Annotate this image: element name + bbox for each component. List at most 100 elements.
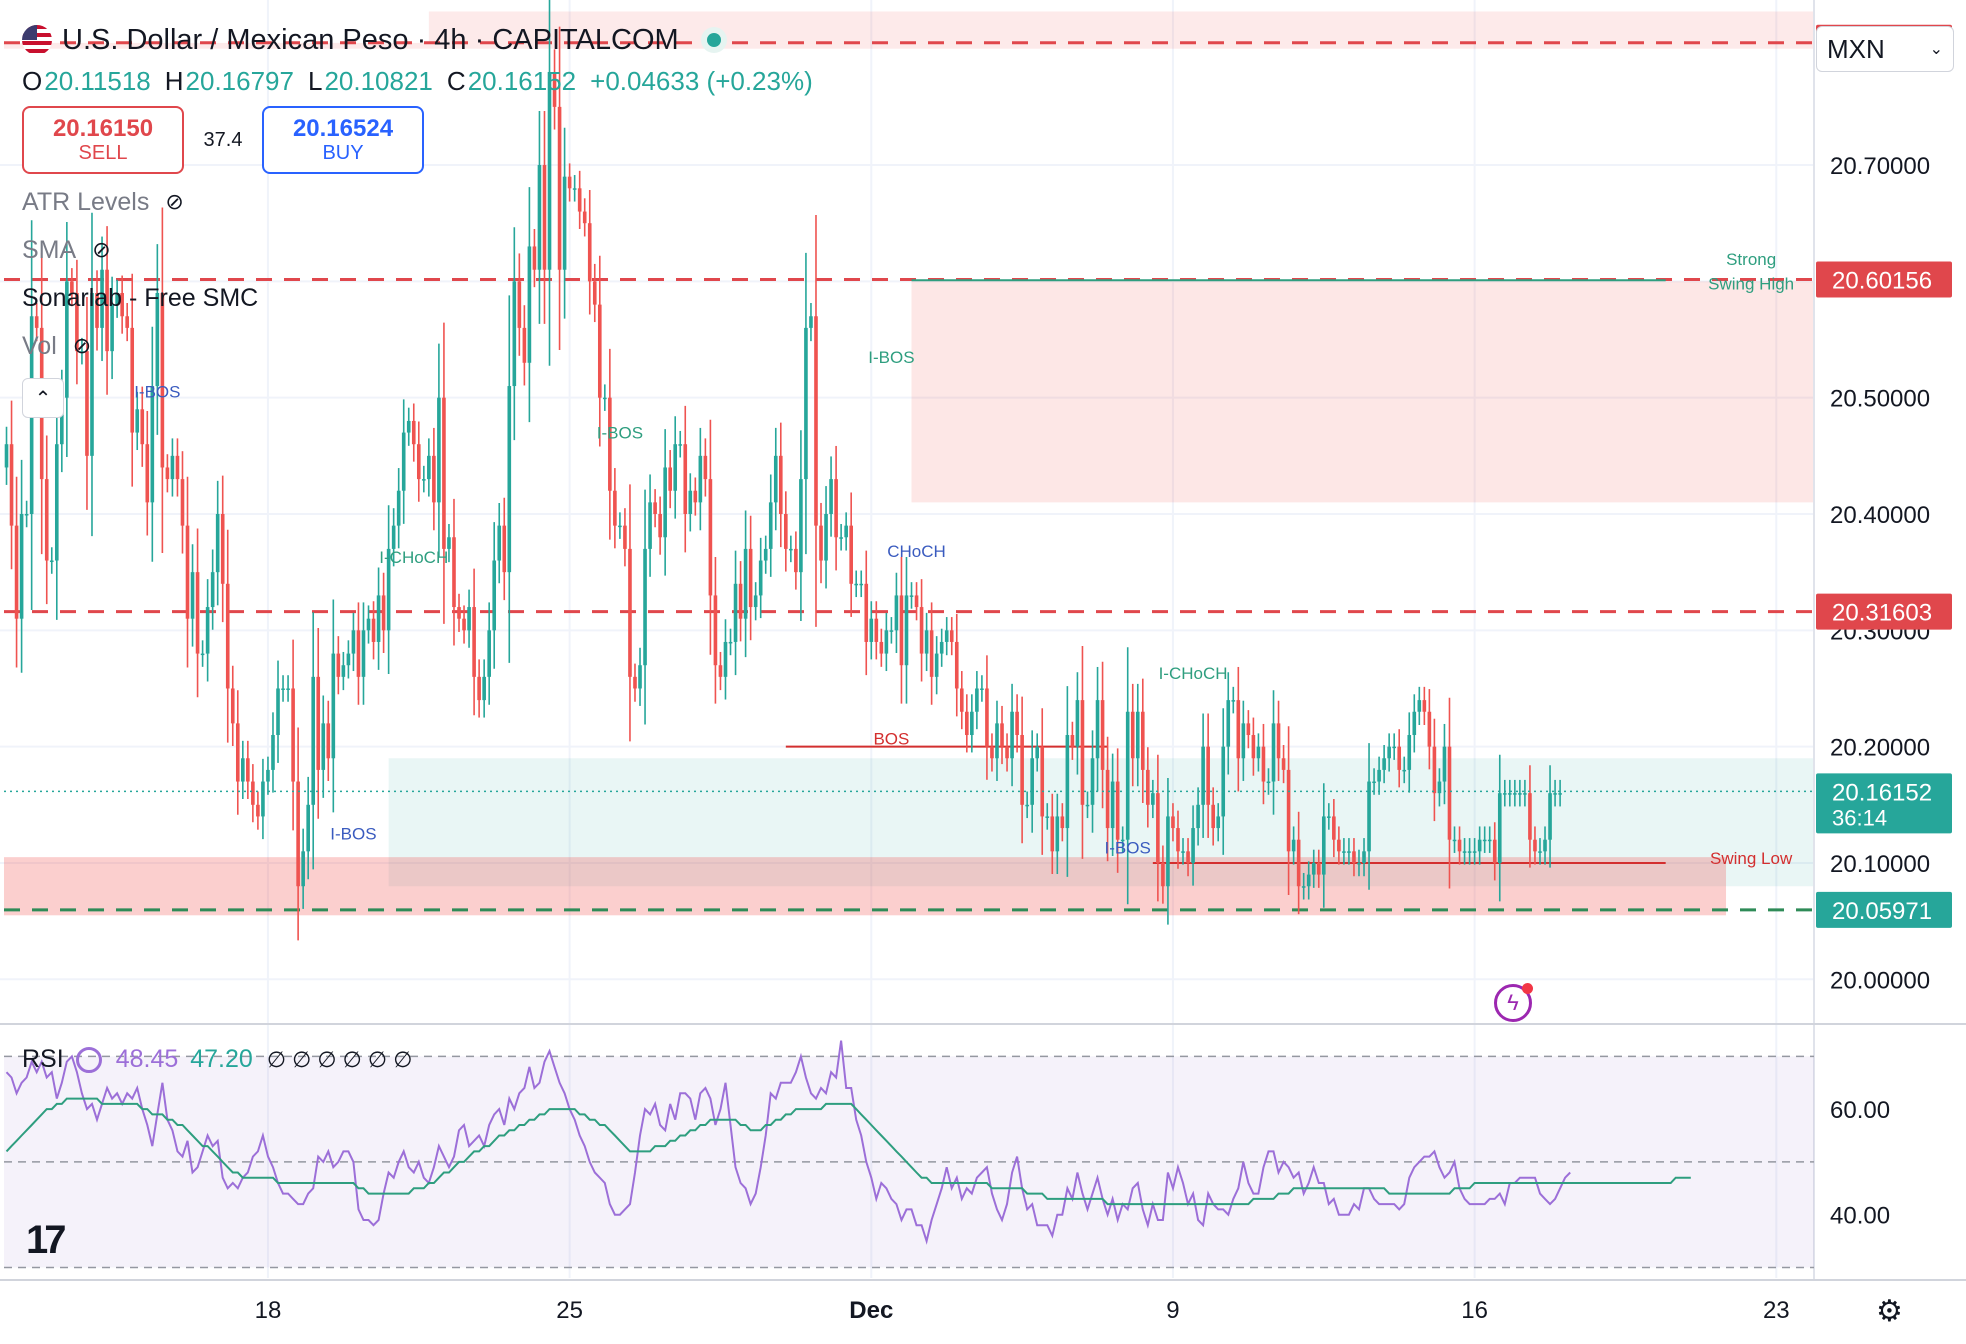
candle-body	[728, 641, 733, 644]
eye-hidden-icon[interactable]: ⊘	[165, 189, 184, 214]
high-value: 20.16797	[185, 65, 294, 96]
sell-button[interactable]: 20.16150 SELL	[22, 106, 184, 174]
candle-body	[34, 316, 39, 328]
candle-body	[301, 851, 305, 887]
candle-body	[562, 176, 567, 270]
candle-body	[205, 607, 210, 654]
candle-body	[733, 583, 738, 642]
candle-body	[884, 630, 889, 654]
price-label-badge	[1816, 261, 1952, 298]
candle-body	[1146, 769, 1150, 805]
candle-body	[658, 514, 662, 538]
candle-body	[527, 246, 532, 363]
candle-body	[1412, 711, 1417, 736]
candle-body	[517, 281, 522, 328]
candle-body	[472, 607, 476, 677]
candle-body	[572, 188, 577, 190]
candle-body	[1226, 700, 1231, 747]
market-open-icon	[706, 33, 721, 47]
candle-body	[1311, 862, 1316, 875]
candle-body	[753, 595, 758, 608]
candle-body	[497, 525, 502, 561]
candle-body	[482, 676, 486, 701]
structure-label: I-BOS	[330, 825, 376, 844]
candle-body	[1045, 816, 1050, 818]
candle-body	[356, 630, 361, 677]
candle-body	[100, 269, 104, 328]
indicator-atr-levels[interactable]: ATR Levels ⊘	[22, 178, 827, 226]
eye-hidden-icon[interactable]: ⊘	[72, 333, 92, 358]
candle-body	[683, 444, 688, 514]
candle-body	[1115, 781, 1120, 840]
price-tick-label: 20.40000	[1830, 502, 1930, 529]
candle-body	[1548, 793, 1552, 840]
candle-body	[859, 583, 864, 586]
candle-body	[542, 165, 547, 270]
currency-selector[interactable]: MXN ⌄	[1816, 26, 1954, 72]
indicator-sma[interactable]: SMA ⊘	[22, 226, 827, 274]
price-label-badge	[1816, 593, 1952, 630]
candle-body	[65, 281, 69, 398]
candle-body	[235, 723, 240, 782]
settings-gear-icon[interactable]: ⚙	[1876, 1295, 1903, 1328]
candle-body	[130, 327, 135, 433]
candle-body	[678, 444, 683, 446]
rsi-label[interactable]: RSI	[22, 1045, 64, 1073]
collapse-legend-button[interactable]: ⌃	[22, 378, 64, 418]
candle-body	[1055, 816, 1060, 852]
buy-price: 20.16524	[292, 114, 394, 142]
candle-body	[618, 525, 622, 528]
candle-body	[1241, 723, 1246, 759]
candle-body	[447, 537, 451, 549]
structure-label: BOS	[873, 729, 909, 748]
open-label: O	[22, 65, 43, 96]
candle-body	[959, 688, 964, 712]
candle-body	[457, 607, 461, 619]
candle-body	[316, 676, 321, 770]
candle-body	[1090, 758, 1095, 805]
candle-body	[291, 688, 295, 782]
high-label: H	[164, 65, 184, 96]
lightning-alert-icon[interactable]: ϟ	[1494, 983, 1533, 1022]
candle-body	[889, 630, 894, 632]
structure-label: I-BOS	[134, 383, 180, 402]
candle-body	[1392, 746, 1396, 749]
candle-body	[980, 688, 984, 690]
eye-hidden-icon[interactable]: ⊘	[92, 237, 111, 262]
buy-button[interactable]: 20.16524 BUY	[262, 106, 424, 174]
price-tick-label: 20.50000	[1830, 386, 1930, 413]
candle-body	[276, 688, 280, 736]
candle-body	[326, 723, 331, 759]
candle-body	[804, 327, 808, 480]
structure-label: I-BOS	[597, 423, 643, 442]
order-block-zone	[911, 281, 1814, 503]
tradingview-logo-icon[interactable]: 17	[26, 1218, 66, 1262]
candle-body	[170, 455, 175, 480]
structure-label: Swing High	[1708, 274, 1794, 293]
indicator-vol[interactable]: Vol ⊘	[22, 322, 827, 370]
structure-label: CHoCH	[887, 542, 946, 561]
candle-body	[210, 572, 215, 608]
candle-body	[1457, 839, 1462, 852]
candle-body	[1472, 851, 1477, 853]
time-tick-label: 25	[556, 1297, 583, 1324]
candle-body	[44, 479, 49, 561]
symbol-title[interactable]: U.S. Dollar / Mexican Peso · 4h · CAPITA…	[62, 23, 679, 56]
candle-body	[1125, 711, 1130, 840]
candle-body	[1236, 700, 1241, 759]
candle-body	[723, 641, 728, 677]
candle-body	[824, 514, 828, 561]
candle-body	[401, 432, 406, 491]
candle-body	[1211, 804, 1215, 829]
indicator-sonarlab-smc[interactable]: Sonarlab - Free SMC	[22, 274, 827, 322]
candle-body	[603, 397, 607, 400]
candle-body	[1422, 700, 1427, 712]
candle-body	[628, 548, 632, 677]
candle-body	[4, 444, 9, 468]
candle-body	[1251, 735, 1256, 759]
candle-body	[14, 525, 19, 619]
candle-body	[1467, 851, 1472, 853]
candle-body	[537, 165, 542, 270]
candle-body	[432, 455, 436, 503]
